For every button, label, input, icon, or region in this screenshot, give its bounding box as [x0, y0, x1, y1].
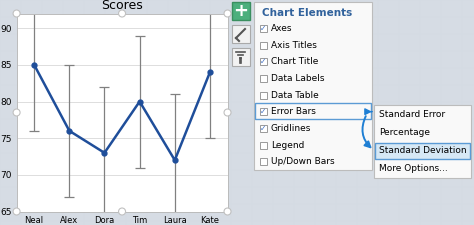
Circle shape: [13, 109, 20, 116]
Title: Scores: Scores: [101, 0, 143, 12]
Text: Up/Down Bars: Up/Down Bars: [271, 157, 335, 166]
FancyBboxPatch shape: [260, 58, 267, 65]
Circle shape: [224, 208, 231, 215]
FancyBboxPatch shape: [232, 48, 250, 66]
FancyBboxPatch shape: [374, 105, 471, 178]
Text: Percentage: Percentage: [379, 128, 430, 137]
FancyBboxPatch shape: [232, 2, 250, 20]
Text: Standard Error: Standard Error: [379, 110, 445, 119]
Text: Data Table: Data Table: [271, 90, 319, 99]
Circle shape: [118, 208, 126, 215]
FancyBboxPatch shape: [260, 25, 267, 32]
Circle shape: [224, 10, 231, 17]
Text: Legend: Legend: [271, 140, 304, 149]
Circle shape: [118, 10, 126, 17]
Text: Data Labels: Data Labels: [271, 74, 325, 83]
Circle shape: [224, 109, 231, 116]
Text: Axes: Axes: [271, 24, 292, 33]
Text: More Options...: More Options...: [379, 164, 448, 173]
Text: Standard Deviation: Standard Deviation: [379, 146, 466, 155]
Circle shape: [13, 208, 20, 215]
FancyBboxPatch shape: [375, 142, 470, 159]
FancyBboxPatch shape: [260, 108, 267, 115]
Text: ✓: ✓: [260, 57, 267, 66]
FancyBboxPatch shape: [255, 103, 371, 119]
FancyBboxPatch shape: [260, 142, 267, 148]
Text: Chart Elements: Chart Elements: [262, 8, 352, 18]
Text: Chart Title: Chart Title: [271, 57, 319, 66]
Text: ✓: ✓: [260, 24, 267, 33]
Circle shape: [13, 10, 20, 17]
FancyBboxPatch shape: [260, 92, 267, 99]
FancyBboxPatch shape: [260, 75, 267, 82]
Text: ✓: ✓: [260, 124, 267, 133]
FancyBboxPatch shape: [260, 41, 267, 49]
FancyBboxPatch shape: [260, 125, 267, 132]
Text: Gridlines: Gridlines: [271, 124, 311, 133]
FancyBboxPatch shape: [260, 158, 267, 165]
Text: Axis Titles: Axis Titles: [271, 40, 317, 50]
FancyBboxPatch shape: [232, 25, 250, 43]
Text: Error Bars: Error Bars: [271, 107, 316, 116]
Text: +: +: [234, 2, 248, 20]
FancyBboxPatch shape: [254, 2, 372, 170]
Text: ✓: ✓: [260, 107, 267, 116]
